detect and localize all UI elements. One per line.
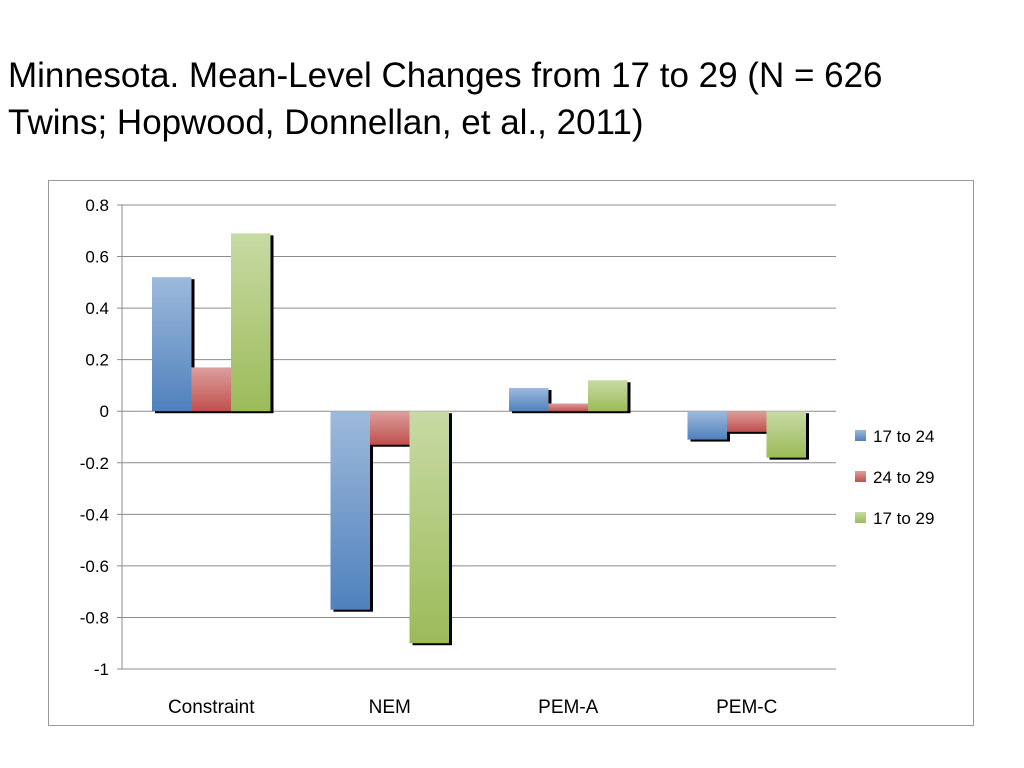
y-axis-ticks: 0.8 0.6 0.4 0.2 0 -0.2 -0.4 -0.6 -0.8 -1 <box>80 196 109 679</box>
bar-17-to-24-NEM <box>330 411 370 610</box>
y-tick-label: 0.4 <box>85 299 109 318</box>
legend-swatch <box>855 430 866 441</box>
bar-24-to-29-NEM <box>370 411 410 445</box>
title-line-2: Twins; Hopwood, Donnellan, et al., 2011) <box>8 103 644 142</box>
bar-24-to-29-PEM-A <box>548 403 588 412</box>
category-label: PEM-A <box>538 697 599 718</box>
bar-17-to-24-PEM-A <box>509 388 549 412</box>
title-line-1: Minnesota. Mean-Level Changes from 17 to… <box>8 56 883 95</box>
bar-17-to-29-PEM-A <box>588 380 628 412</box>
bar-17-to-24-Constraint <box>152 277 192 412</box>
legend-label: 17 to 29 <box>873 509 934 528</box>
category-label: Constraint <box>168 697 255 718</box>
legend-swatch <box>855 471 866 482</box>
bars <box>152 233 809 646</box>
bar-17-to-29-Constraint <box>231 233 271 412</box>
legend: 17 to 24 24 to 29 17 to 29 <box>855 427 934 528</box>
y-tick-label: 0 <box>100 402 109 421</box>
bar-chart: 0.8 0.6 0.4 0.2 0 -0.2 -0.4 -0.6 -0.8 -1 Constrai… <box>80 196 935 718</box>
y-tick-label: 0.8 <box>85 196 109 215</box>
category-label: PEM-C <box>716 697 777 718</box>
category-labels: Constraint NEM PEM-A PEM-C <box>168 697 777 718</box>
legend-swatch <box>855 512 866 523</box>
slide-title: Minnesota. Mean-Level Changes from 17 to… <box>8 52 1018 146</box>
y-tick-label: -0.2 <box>80 454 109 473</box>
bar-24-to-29-Constraint <box>191 367 231 412</box>
bar-17-to-24-PEM-C <box>687 411 727 440</box>
bar-24-to-29-PEM-C <box>727 411 767 432</box>
y-tick-label: -0.8 <box>80 608 109 627</box>
y-tick-label: -1 <box>94 660 109 679</box>
y-tick-label: -0.4 <box>80 505 109 524</box>
bar-17-to-29-NEM <box>409 411 449 644</box>
category-label: NEM <box>369 697 411 718</box>
y-tick-label: -0.6 <box>80 557 109 576</box>
y-tick-label: 0.2 <box>85 351 109 370</box>
chart-frame: 0.8 0.6 0.4 0.2 0 -0.2 -0.4 -0.6 -0.8 -1 Constrai… <box>48 180 974 726</box>
legend-label: 17 to 24 <box>873 427 934 446</box>
bar-17-to-29-PEM-C <box>766 411 806 458</box>
y-tick-label: 0.6 <box>85 248 109 267</box>
legend-label: 24 to 29 <box>873 468 934 487</box>
